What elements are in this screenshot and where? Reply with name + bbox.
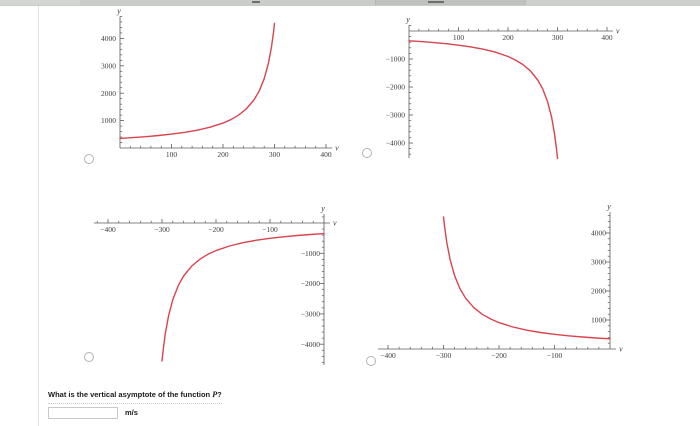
svg-text:−3000: −3000 bbox=[301, 310, 320, 319]
svg-text:v: v bbox=[619, 345, 623, 354]
chrome-segment bbox=[375, 0, 526, 5]
chrome-segment bbox=[0, 0, 80, 5]
svg-text:1000: 1000 bbox=[101, 116, 116, 125]
svg-text:300: 300 bbox=[269, 150, 281, 159]
answer-row: m/s bbox=[48, 406, 222, 419]
svg-text:400: 400 bbox=[601, 33, 613, 42]
option-top-left-radio[interactable] bbox=[84, 154, 94, 164]
svg-text:−1000: −1000 bbox=[301, 249, 320, 258]
chrome-segment bbox=[80, 0, 375, 5]
svg-text:4000: 4000 bbox=[591, 229, 606, 238]
question-text: What is the vertical asymptote of the fu… bbox=[48, 389, 222, 404]
svg-text:−4000: −4000 bbox=[386, 139, 405, 148]
svg-text:y: y bbox=[116, 6, 121, 15]
svg-text:−1000: −1000 bbox=[386, 55, 405, 64]
svg-text:−100: −100 bbox=[547, 351, 563, 360]
chrome-text-remnant bbox=[252, 1, 260, 3]
svg-text:v: v bbox=[616, 27, 620, 36]
svg-text:400: 400 bbox=[320, 150, 332, 159]
svg-text:100: 100 bbox=[453, 33, 465, 42]
chrome-text-remnant bbox=[428, 1, 444, 3]
svg-text:2000: 2000 bbox=[101, 89, 116, 98]
question-suffix: ? bbox=[217, 390, 222, 399]
question-prefix: What is the vertical asymptote of the fu… bbox=[48, 390, 213, 399]
graph-option-top-left: 100 200 300 400 1000 2000 3000 4000 y v bbox=[92, 4, 344, 166]
svg-text:−2000: −2000 bbox=[301, 279, 320, 288]
svg-text:100: 100 bbox=[166, 150, 178, 159]
graph-option-bottom-left: −400 −300 −200 −100 −1000 −2000 −3000 −4000 y v bbox=[80, 200, 342, 372]
svg-text:2000: 2000 bbox=[591, 287, 606, 296]
graph-option-bottom-right: −400 −300 −200 −100 1000 2000 3000 4000 y v bbox=[366, 200, 632, 376]
svg-text:−3000: −3000 bbox=[386, 111, 405, 120]
svg-text:−400: −400 bbox=[380, 351, 396, 360]
svg-text:4000: 4000 bbox=[101, 34, 116, 43]
chrome-segment bbox=[525, 0, 700, 5]
plot-canvas-bottom-right: −400 −300 −200 −100 1000 2000 3000 4000 y v bbox=[378, 202, 623, 360]
svg-text:−2000: −2000 bbox=[386, 83, 405, 92]
svg-text:1000: 1000 bbox=[591, 316, 606, 325]
question-block: What is the vertical asymptote of the fu… bbox=[48, 384, 222, 419]
svg-text:−300: −300 bbox=[436, 351, 452, 360]
svg-text:y: y bbox=[405, 15, 410, 24]
plot-canvas-top-right: 100 200 300 400 −1000 −2000 −3000 −4000 y v bbox=[386, 15, 620, 160]
svg-text:v: v bbox=[335, 144, 339, 153]
svg-text:−400: −400 bbox=[100, 225, 116, 234]
svg-text:−100: −100 bbox=[262, 225, 278, 234]
plot-canvas-top-left: 100 200 300 400 1000 2000 3000 4000 y v bbox=[101, 6, 339, 159]
answer-input[interactable] bbox=[48, 406, 118, 419]
option-top-right-radio[interactable] bbox=[362, 148, 372, 158]
graph-option-top-right: 100 200 300 400 −1000 −2000 −3000 −4000 y v bbox=[368, 10, 630, 162]
unit-label: m/s bbox=[125, 408, 138, 417]
svg-text:200: 200 bbox=[217, 150, 229, 159]
option-bottom-left-radio[interactable] bbox=[84, 352, 94, 362]
plot-canvas-bottom-left: −400 −300 −200 −100 −1000 −2000 −3000 −4000 yv bbox=[93, 204, 337, 366]
svg-text:−200: −200 bbox=[491, 351, 507, 360]
svg-text:3000: 3000 bbox=[591, 258, 606, 267]
svg-text:300: 300 bbox=[552, 33, 564, 42]
svg-text:−300: −300 bbox=[154, 225, 170, 234]
svg-text:y: y bbox=[320, 204, 325, 213]
svg-text:3000: 3000 bbox=[101, 61, 116, 70]
question-variable: P bbox=[212, 390, 218, 399]
option-bottom-right-radio[interactable] bbox=[366, 356, 376, 366]
svg-text:−200: −200 bbox=[208, 225, 224, 234]
svg-text:200: 200 bbox=[502, 33, 514, 42]
left-divider bbox=[38, 6, 39, 426]
svg-text:y: y bbox=[606, 202, 611, 211]
browser-chrome-remnant bbox=[0, 0, 700, 6]
svg-text:v: v bbox=[333, 219, 337, 228]
svg-text:−4000: −4000 bbox=[301, 340, 320, 349]
